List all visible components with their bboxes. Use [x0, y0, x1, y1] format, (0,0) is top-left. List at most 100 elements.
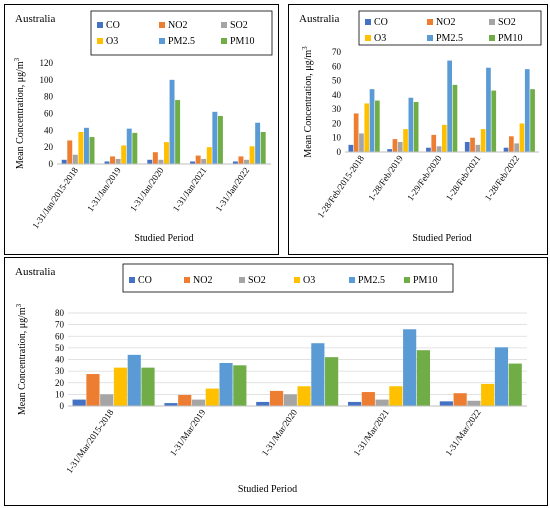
y-tick-label: 70 [332, 47, 342, 57]
bar-pm2-5-4 [525, 69, 530, 152]
y-axis-label-superscript: 3 [13, 57, 21, 61]
y-tick-label: 120 [40, 58, 54, 68]
x-tick-label: 1-28/Feb/2015-2018 [315, 153, 366, 220]
bar-pm10-3 [417, 350, 430, 406]
chart-panel-february: Australia 0 10 20 30 40 50 60 70 Mean Concentrati… [288, 4, 548, 255]
chart-title: Australia [15, 266, 55, 278]
legend-swatch-so2 [221, 22, 227, 28]
legend-label-co: CO [374, 17, 388, 28]
legend-swatch-co [97, 22, 103, 28]
bar-so2-2 [437, 146, 442, 152]
bar-o3-2 [298, 386, 311, 406]
x-axis-label: Studied Period [134, 233, 193, 244]
legend-label-pm10: PM10 [413, 275, 437, 286]
y-tick-label: 50 [332, 76, 342, 86]
x-tick-label: 1-31/Mar/2022 [443, 407, 482, 457]
y-tick-label: 30 [332, 104, 342, 114]
legend-label-no2: NO2 [168, 20, 187, 31]
bar-no2-2 [431, 135, 436, 152]
x-axis-label: Studied Period [238, 484, 297, 495]
legend-swatch-no2 [159, 22, 165, 28]
legend-label-no2: NO2 [193, 275, 212, 286]
bar-no2-4 [238, 156, 243, 164]
x-tick-label: 1-31/Mar/2019 [168, 407, 208, 458]
x-tick-label: 1-31/Jan/2019 [85, 165, 123, 213]
bar-co-3 [465, 142, 470, 152]
y-tick-label: 0 [337, 147, 342, 157]
bar-pm10-1 [132, 133, 137, 164]
bar-o3-1 [206, 389, 219, 406]
legend-label-pm10: PM10 [230, 36, 254, 47]
y-tick-label: 0 [60, 401, 65, 411]
legend-swatch-pm2-5 [427, 35, 433, 41]
legend-swatch-co [365, 19, 371, 25]
bar-no2-3 [196, 156, 201, 164]
y-tick-label: 80 [44, 92, 54, 102]
x-axis-label: Studied Period [412, 233, 471, 244]
bar-so2-0 [359, 133, 364, 152]
legend-swatch-no2 [184, 277, 190, 283]
bar-o3-3 [481, 129, 486, 152]
bar-pm10-2 [325, 357, 338, 406]
y-axis-label: Mean Concentration, μg/m3 [301, 46, 314, 158]
bar-no2-1 [110, 156, 115, 164]
bar-so2-2 [158, 160, 163, 164]
bar-pm2-5-2 [170, 80, 175, 164]
y-tick-label: 20 [55, 378, 65, 388]
bar-pm10-3 [218, 116, 223, 164]
bar-pm2-5-0 [370, 89, 375, 152]
bar-pm10-1 [233, 365, 246, 406]
legend-label-co: CO [106, 20, 120, 31]
legend-box [123, 264, 453, 292]
bar-pm2-5-2 [311, 343, 324, 406]
legend-label-co: CO [138, 275, 152, 286]
bar-o3-2 [164, 142, 169, 164]
bar-pm10-4 [509, 364, 522, 406]
bar-so2-1 [398, 142, 403, 152]
bar-so2-3 [376, 400, 389, 406]
bar-no2-0 [354, 113, 359, 152]
bar-o3-4 [520, 123, 525, 152]
bar-o3-3 [389, 386, 402, 406]
bar-no2-0 [67, 140, 72, 164]
x-tick-label: 1-28/Feb/2022 [483, 153, 522, 202]
legend-label-pm10: PM10 [498, 33, 522, 44]
bar-co-4 [504, 148, 509, 152]
legend-swatch-pm10 [489, 35, 495, 41]
bar-so2-3 [201, 159, 206, 164]
legend-label-o3: O3 [374, 33, 386, 44]
bar-co-2 [426, 148, 431, 152]
bar-o3-2 [442, 125, 447, 152]
bar-pm2-5-1 [219, 363, 232, 406]
bar-no2-3 [470, 138, 475, 152]
legend-label-pm2-5: PM2.5 [358, 275, 385, 286]
x-tick-label: 1-31/Jan/2021 [171, 165, 209, 213]
bar-pm2-5-1 [127, 129, 132, 164]
y-tick-label: 50 [55, 343, 65, 353]
bar-pm10-0 [141, 368, 154, 406]
y-tick-label: 60 [332, 61, 342, 71]
x-tick-label: 1-31/Jan/2015-2018 [30, 165, 80, 231]
legend-swatch-o3 [97, 38, 103, 44]
bar-no2-2 [270, 391, 283, 406]
bar-no2-1 [393, 139, 398, 152]
bar-o3-0 [78, 132, 83, 164]
y-tick-label: 0 [49, 159, 54, 169]
bar-so2-1 [192, 400, 205, 406]
chart-title: Australia [15, 13, 55, 25]
bar-co-2 [256, 402, 269, 406]
bar-co-4 [440, 401, 453, 406]
bar-o3-4 [481, 384, 494, 406]
legend-label-no2: NO2 [436, 17, 455, 28]
y-tick-label: 20 [332, 118, 342, 128]
y-tick-label: 10 [332, 133, 342, 143]
bar-so2-2 [284, 394, 297, 406]
bar-o3-3 [207, 147, 212, 164]
y-tick-label: 40 [55, 355, 65, 365]
legend-swatch-co [129, 277, 135, 283]
x-tick-label: 1-31/Jan/2020 [128, 165, 166, 213]
bar-no2-2 [153, 152, 158, 164]
bar-pm2-5-3 [403, 329, 416, 406]
bar-o3-0 [364, 103, 369, 152]
bar-so2-4 [244, 160, 249, 164]
